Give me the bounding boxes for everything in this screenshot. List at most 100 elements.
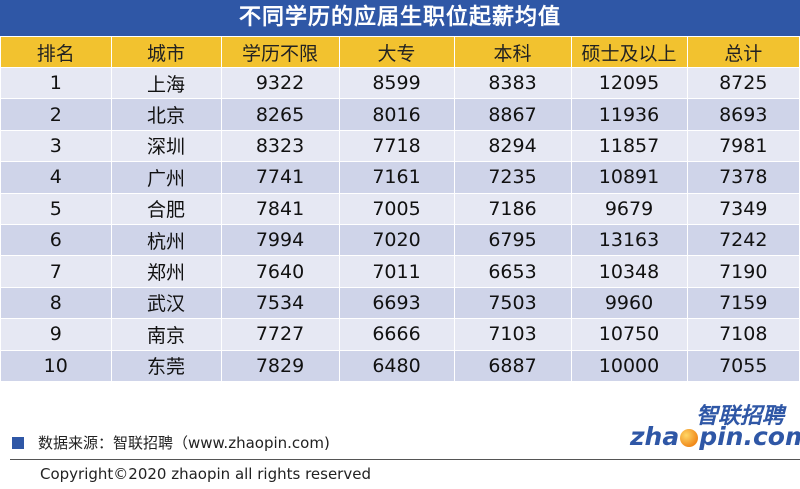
cell-city: 北京 [111, 98, 222, 131]
cell-bachelor: 6887 [454, 349, 572, 381]
cell-total: 8725 [687, 66, 799, 99]
logo-chinese-text: 智联招聘 [695, 404, 784, 429]
cell-master-plus: 11936 [571, 98, 688, 131]
cell-rank: 6 [1, 223, 112, 256]
cell-rank: 9 [1, 318, 112, 351]
cell-total: 7981 [687, 129, 799, 162]
logo-en-right: pin.com [699, 422, 800, 451]
cell-rank: 2 [1, 98, 112, 131]
cell-any-degree: 7741 [221, 161, 340, 194]
cell-city: 上海 [111, 66, 222, 99]
cell-master-plus: 10891 [571, 161, 688, 194]
cell-bachelor: 8294 [454, 129, 572, 162]
table-row: 3 深圳 8323 7718 8294 11857 7981 [1, 129, 799, 162]
cell-total: 7349 [687, 192, 799, 225]
footer-divider [10, 459, 800, 460]
cell-total: 7378 [687, 161, 799, 194]
cell-city: 杭州 [111, 223, 222, 256]
cell-city: 合肥 [111, 192, 222, 225]
cell-master-plus: 9679 [571, 192, 688, 225]
cell-any-degree: 7727 [221, 318, 340, 351]
cell-total: 7190 [687, 255, 799, 288]
cell-any-degree: 8323 [221, 129, 340, 162]
table-row: 8 武汉 7534 6693 7503 9960 7159 [1, 286, 799, 319]
cell-master-plus: 10000 [571, 349, 688, 381]
cell-junior-college: 6693 [339, 286, 455, 319]
cell-city: 南京 [111, 318, 222, 351]
cell-rank: 8 [1, 286, 112, 319]
cell-total: 8693 [687, 98, 799, 131]
cell-rank: 3 [1, 129, 112, 162]
table-row: 4 广州 7741 7161 7235 10891 7378 [1, 161, 799, 194]
cell-junior-college: 7011 [339, 255, 455, 288]
cell-master-plus: 10750 [571, 318, 688, 351]
header-master-plus: 硕士及以上 [571, 37, 688, 68]
table-row: 10 东莞 7829 6480 6887 10000 7055 [1, 349, 799, 381]
cell-rank: 10 [1, 349, 112, 381]
source-text: 数据来源：智联招聘（www.zhaopin.com) [38, 434, 330, 452]
header-bachelor: 本科 [454, 37, 572, 68]
cell-any-degree: 9322 [221, 66, 340, 99]
cell-rank: 4 [1, 161, 112, 194]
cell-city: 深圳 [111, 129, 222, 162]
cell-total: 7108 [687, 318, 799, 351]
cell-bachelor: 8867 [454, 98, 572, 131]
cell-total: 7159 [687, 286, 799, 319]
cell-junior-college: 6666 [339, 318, 455, 351]
table-row: 9 南京 7727 6666 7103 10750 7108 [1, 318, 799, 351]
table-row: 1 上海 9322 8599 8383 12095 8725 [1, 66, 799, 99]
cell-bachelor: 7103 [454, 318, 572, 351]
cell-any-degree: 8265 [221, 98, 340, 131]
cell-master-plus: 10348 [571, 255, 688, 288]
cell-junior-college: 7020 [339, 223, 455, 256]
header-junior-college: 大专 [339, 37, 455, 68]
cell-master-plus: 11857 [571, 129, 688, 162]
cell-any-degree: 7841 [221, 192, 340, 225]
table-row: 5 合肥 7841 7005 7186 9679 7349 [1, 192, 799, 225]
cell-bachelor: 7503 [454, 286, 572, 319]
cell-any-degree: 7640 [221, 255, 340, 288]
cell-city: 郑州 [111, 255, 222, 288]
cell-city: 广州 [111, 161, 222, 194]
cell-junior-college: 6480 [339, 349, 455, 381]
logo-english-text: zha pin.com [630, 422, 800, 451]
cell-total: 7055 [687, 349, 799, 381]
cell-any-degree: 7994 [221, 223, 340, 256]
cell-any-degree: 7829 [221, 349, 340, 381]
cell-bachelor: 8383 [454, 66, 572, 99]
header-rank: 排名 [1, 37, 112, 68]
zhaopin-logo: 智联招聘 zha pin.com [630, 398, 800, 456]
cell-bachelor: 6795 [454, 223, 572, 256]
header-any-degree: 学历不限 [221, 37, 340, 68]
cell-city: 东莞 [111, 349, 222, 381]
cell-rank: 1 [1, 66, 112, 99]
cell-any-degree: 7534 [221, 286, 340, 319]
salary-table: 排名 城市 学历不限 大专 本科 硕士及以上 总计 1 上海 9322 8599 838… [1, 37, 799, 381]
copyright-text: Copyright©2020 zhaopin all rights reserv… [40, 465, 371, 483]
cell-city: 武汉 [111, 286, 222, 319]
logo-ball-icon [680, 429, 699, 447]
table-row: 2 北京 8265 8016 8867 11936 8693 [1, 98, 799, 131]
cell-bachelor: 6653 [454, 255, 572, 288]
cell-junior-college: 8016 [339, 98, 455, 131]
table-header-row: 排名 城市 学历不限 大专 本科 硕士及以上 总计 [1, 37, 799, 68]
header-city: 城市 [111, 37, 222, 68]
source-marker-icon [12, 436, 24, 449]
cell-junior-college: 7161 [339, 161, 455, 194]
cell-bachelor: 7186 [454, 192, 572, 225]
table-row: 7 郑州 7640 7011 6653 10348 7190 [1, 255, 799, 288]
cell-junior-college: 7718 [339, 129, 455, 162]
cell-rank: 7 [1, 255, 112, 288]
cell-total: 7242 [687, 223, 799, 256]
cell-master-plus: 9960 [571, 286, 688, 319]
source-note: 数据来源：智联招聘（www.zhaopin.com) [12, 432, 330, 453]
cell-junior-college: 7005 [339, 192, 455, 225]
cell-master-plus: 12095 [571, 66, 688, 99]
header-total: 总计 [687, 37, 799, 68]
cell-master-plus: 13163 [571, 223, 688, 256]
table-title: 不同学历的应届生职位起薪均值 [0, 0, 800, 36]
table-row: 6 杭州 7994 7020 6795 13163 7242 [1, 223, 799, 256]
logo-en-left: zha [630, 422, 680, 451]
cell-bachelor: 7235 [454, 161, 572, 194]
cell-rank: 5 [1, 192, 112, 225]
